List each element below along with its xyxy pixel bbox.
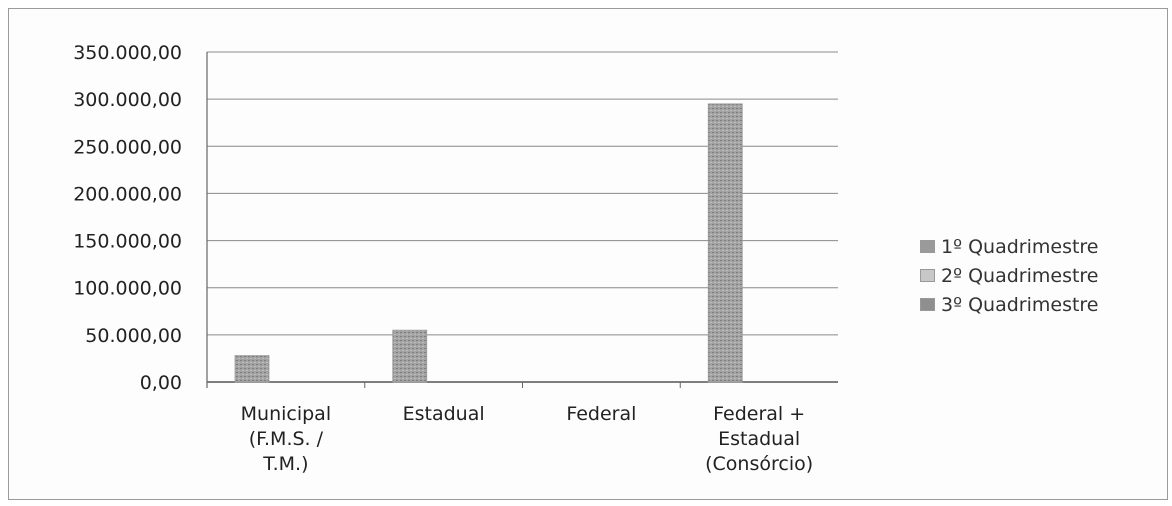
x-category-label: Federal + Estadual (Consórcio) (705, 403, 813, 475)
bar (707, 103, 743, 383)
bar (234, 355, 270, 383)
y-tick-label: 300.000,00 (73, 89, 182, 111)
legend-label-1: 1º Quadrimestre (941, 235, 1099, 258)
legend-item: 2º Quadrimestre (920, 261, 1099, 290)
legend-label-2: 2º Quadrimestre (941, 264, 1099, 287)
legend-swatch-1 (920, 240, 935, 253)
x-category-label: Estadual (403, 403, 485, 425)
legend-swatch-3 (920, 298, 935, 311)
y-tick-label: 150.000,00 (73, 231, 182, 253)
legend-swatch-2 (920, 269, 935, 282)
legend-item: 3º Quadrimestre (920, 290, 1099, 319)
legend-item: 1º Quadrimestre (920, 232, 1099, 261)
y-tick-label: 350.000,00 (73, 42, 182, 64)
legend-label-3: 3º Quadrimestre (941, 293, 1099, 316)
chart-frame (8, 8, 1168, 500)
y-tick-label: 50.000,00 (85, 325, 182, 347)
x-category-label: Federal (566, 403, 636, 425)
y-tick-label: 250.000,00 (73, 136, 182, 158)
y-tick-label: 100.000,00 (73, 278, 182, 300)
chart-legend: 1º Quadrimestre 2º Quadrimestre 3º Quadr… (920, 232, 1099, 319)
x-category-label: Municipal (F.M.S. / T.M.) (241, 403, 331, 475)
y-tick-label: 200.000,00 (73, 183, 182, 205)
y-tick-label: 0,00 (140, 372, 182, 394)
bar (392, 329, 428, 383)
